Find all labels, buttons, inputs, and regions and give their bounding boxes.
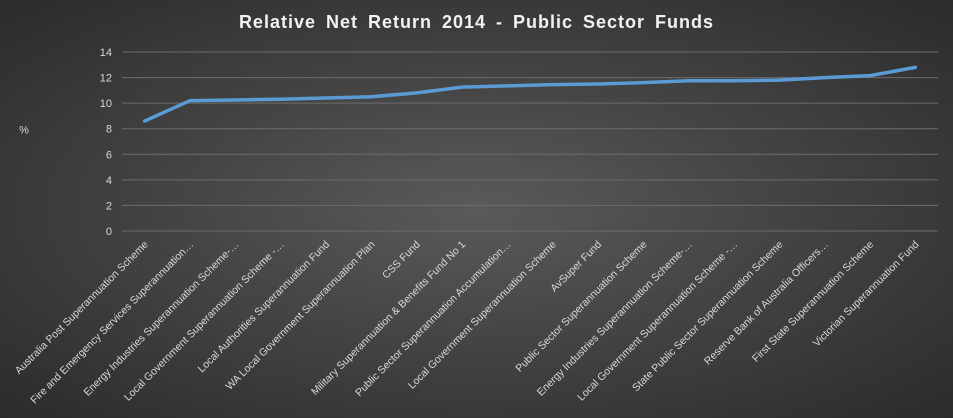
series-line — [142, 65, 918, 123]
x-tick-label: Military Superannuation & Benefits Fund … — [309, 239, 468, 398]
x-tick-label: Energy Industries Superannuation Scheme-… — [535, 239, 695, 399]
x-tick-label: Energy Industries Superannuation Scheme-… — [81, 239, 241, 399]
y-tick-label-10: 10 — [100, 98, 112, 110]
y-tick-label-2: 2 — [106, 200, 112, 212]
y-tick-label-14: 14 — [100, 47, 112, 59]
x-tick-label: Public Sector Superannuation Accumulatio… — [353, 239, 513, 399]
y-tick-label-0: 0 — [106, 226, 112, 238]
y-axis-label: % — [19, 125, 29, 137]
x-tick-label: Fire and Emergency Services Superannuati… — [28, 239, 196, 407]
y-tick-label-12: 12 — [100, 73, 112, 85]
y-tick-label-6: 6 — [106, 149, 112, 161]
x-tick-label: Local Government Superannuation Scheme -… — [575, 239, 740, 404]
chart-title: Relative Net Return 2014 - Public Sector… — [238, 12, 715, 32]
x-tick-label: CSS Fund — [380, 239, 423, 282]
y-tick-label-4: 4 — [106, 175, 112, 187]
x-tick-label: Local Government Superannuation Scheme -… — [122, 239, 287, 404]
y-tick-label-8: 8 — [106, 124, 112, 136]
